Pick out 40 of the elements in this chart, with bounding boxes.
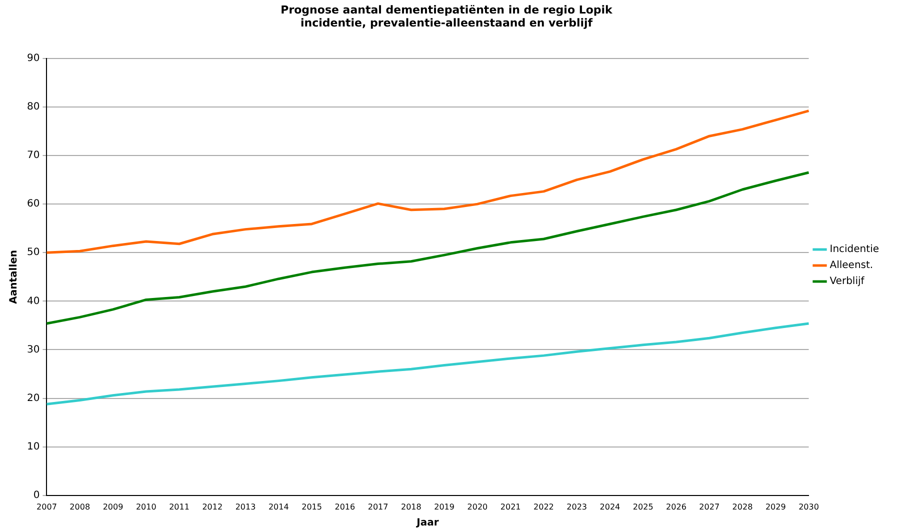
y-tick-label: 40 <box>26 296 40 307</box>
x-tick-label: 2029 <box>765 502 786 512</box>
x-tick-label: 2018 <box>400 502 422 512</box>
x-axis-title: Jaar <box>416 518 439 529</box>
x-tick-label: 2008 <box>70 502 90 512</box>
x-tick-label: 2020 <box>467 502 488 512</box>
x-tick-label: 2028 <box>732 502 753 512</box>
x-tick-label: 2010 <box>136 502 156 512</box>
x-tick-label: 2025 <box>632 502 654 512</box>
x-tick-label: 2017 <box>368 502 388 512</box>
x-tick-label: 2022 <box>534 502 554 512</box>
chart-title: Prognose aantal dementiepatiënten in de regio Lopik incidentie, prevalentie-alleenstaand en verblijf <box>280 3 614 30</box>
x-tick-label: 2027 <box>699 502 720 512</box>
x-tick-label: 2030 <box>798 502 819 512</box>
x-tick-label: 2026 <box>666 502 686 512</box>
y-tick-label: 60 <box>26 198 40 210</box>
x-tick-label: 2023 <box>566 502 588 512</box>
x-tick-label: 2011 <box>169 502 190 512</box>
y-tick-label: 80 <box>26 102 40 113</box>
legend-label: Incidentie <box>830 244 880 256</box>
x-tick-label: 2014 <box>268 502 289 512</box>
y-tick-label: 90 <box>26 52 40 64</box>
x-tick-label: 2024 <box>600 502 620 512</box>
y-tick-label: 30 <box>26 344 40 356</box>
y-tick-label: 10 <box>26 441 40 452</box>
x-tick-label: 2007 <box>36 502 57 512</box>
y-tick-label: 20 <box>26 392 40 404</box>
y-axis-title: Aantallen <box>8 250 20 304</box>
x-tick-label: 2013 <box>235 502 256 512</box>
x-tick-label: 2012 <box>202 502 223 512</box>
legend-label: Verblijf <box>830 276 865 288</box>
x-tick-label: 2009 <box>102 502 124 512</box>
y-tick-label: 70 <box>26 150 40 162</box>
x-tick-label: 2019 <box>434 502 454 512</box>
x-tick-label: 2021 <box>500 502 521 512</box>
legend-label: Alleenst. <box>830 260 874 272</box>
y-tick-label: 50 <box>26 247 40 258</box>
x-tick-label: 2015 <box>302 502 322 512</box>
y-tick-label: 0 <box>33 490 40 501</box>
x-tick-label: 2016 <box>334 502 356 512</box>
